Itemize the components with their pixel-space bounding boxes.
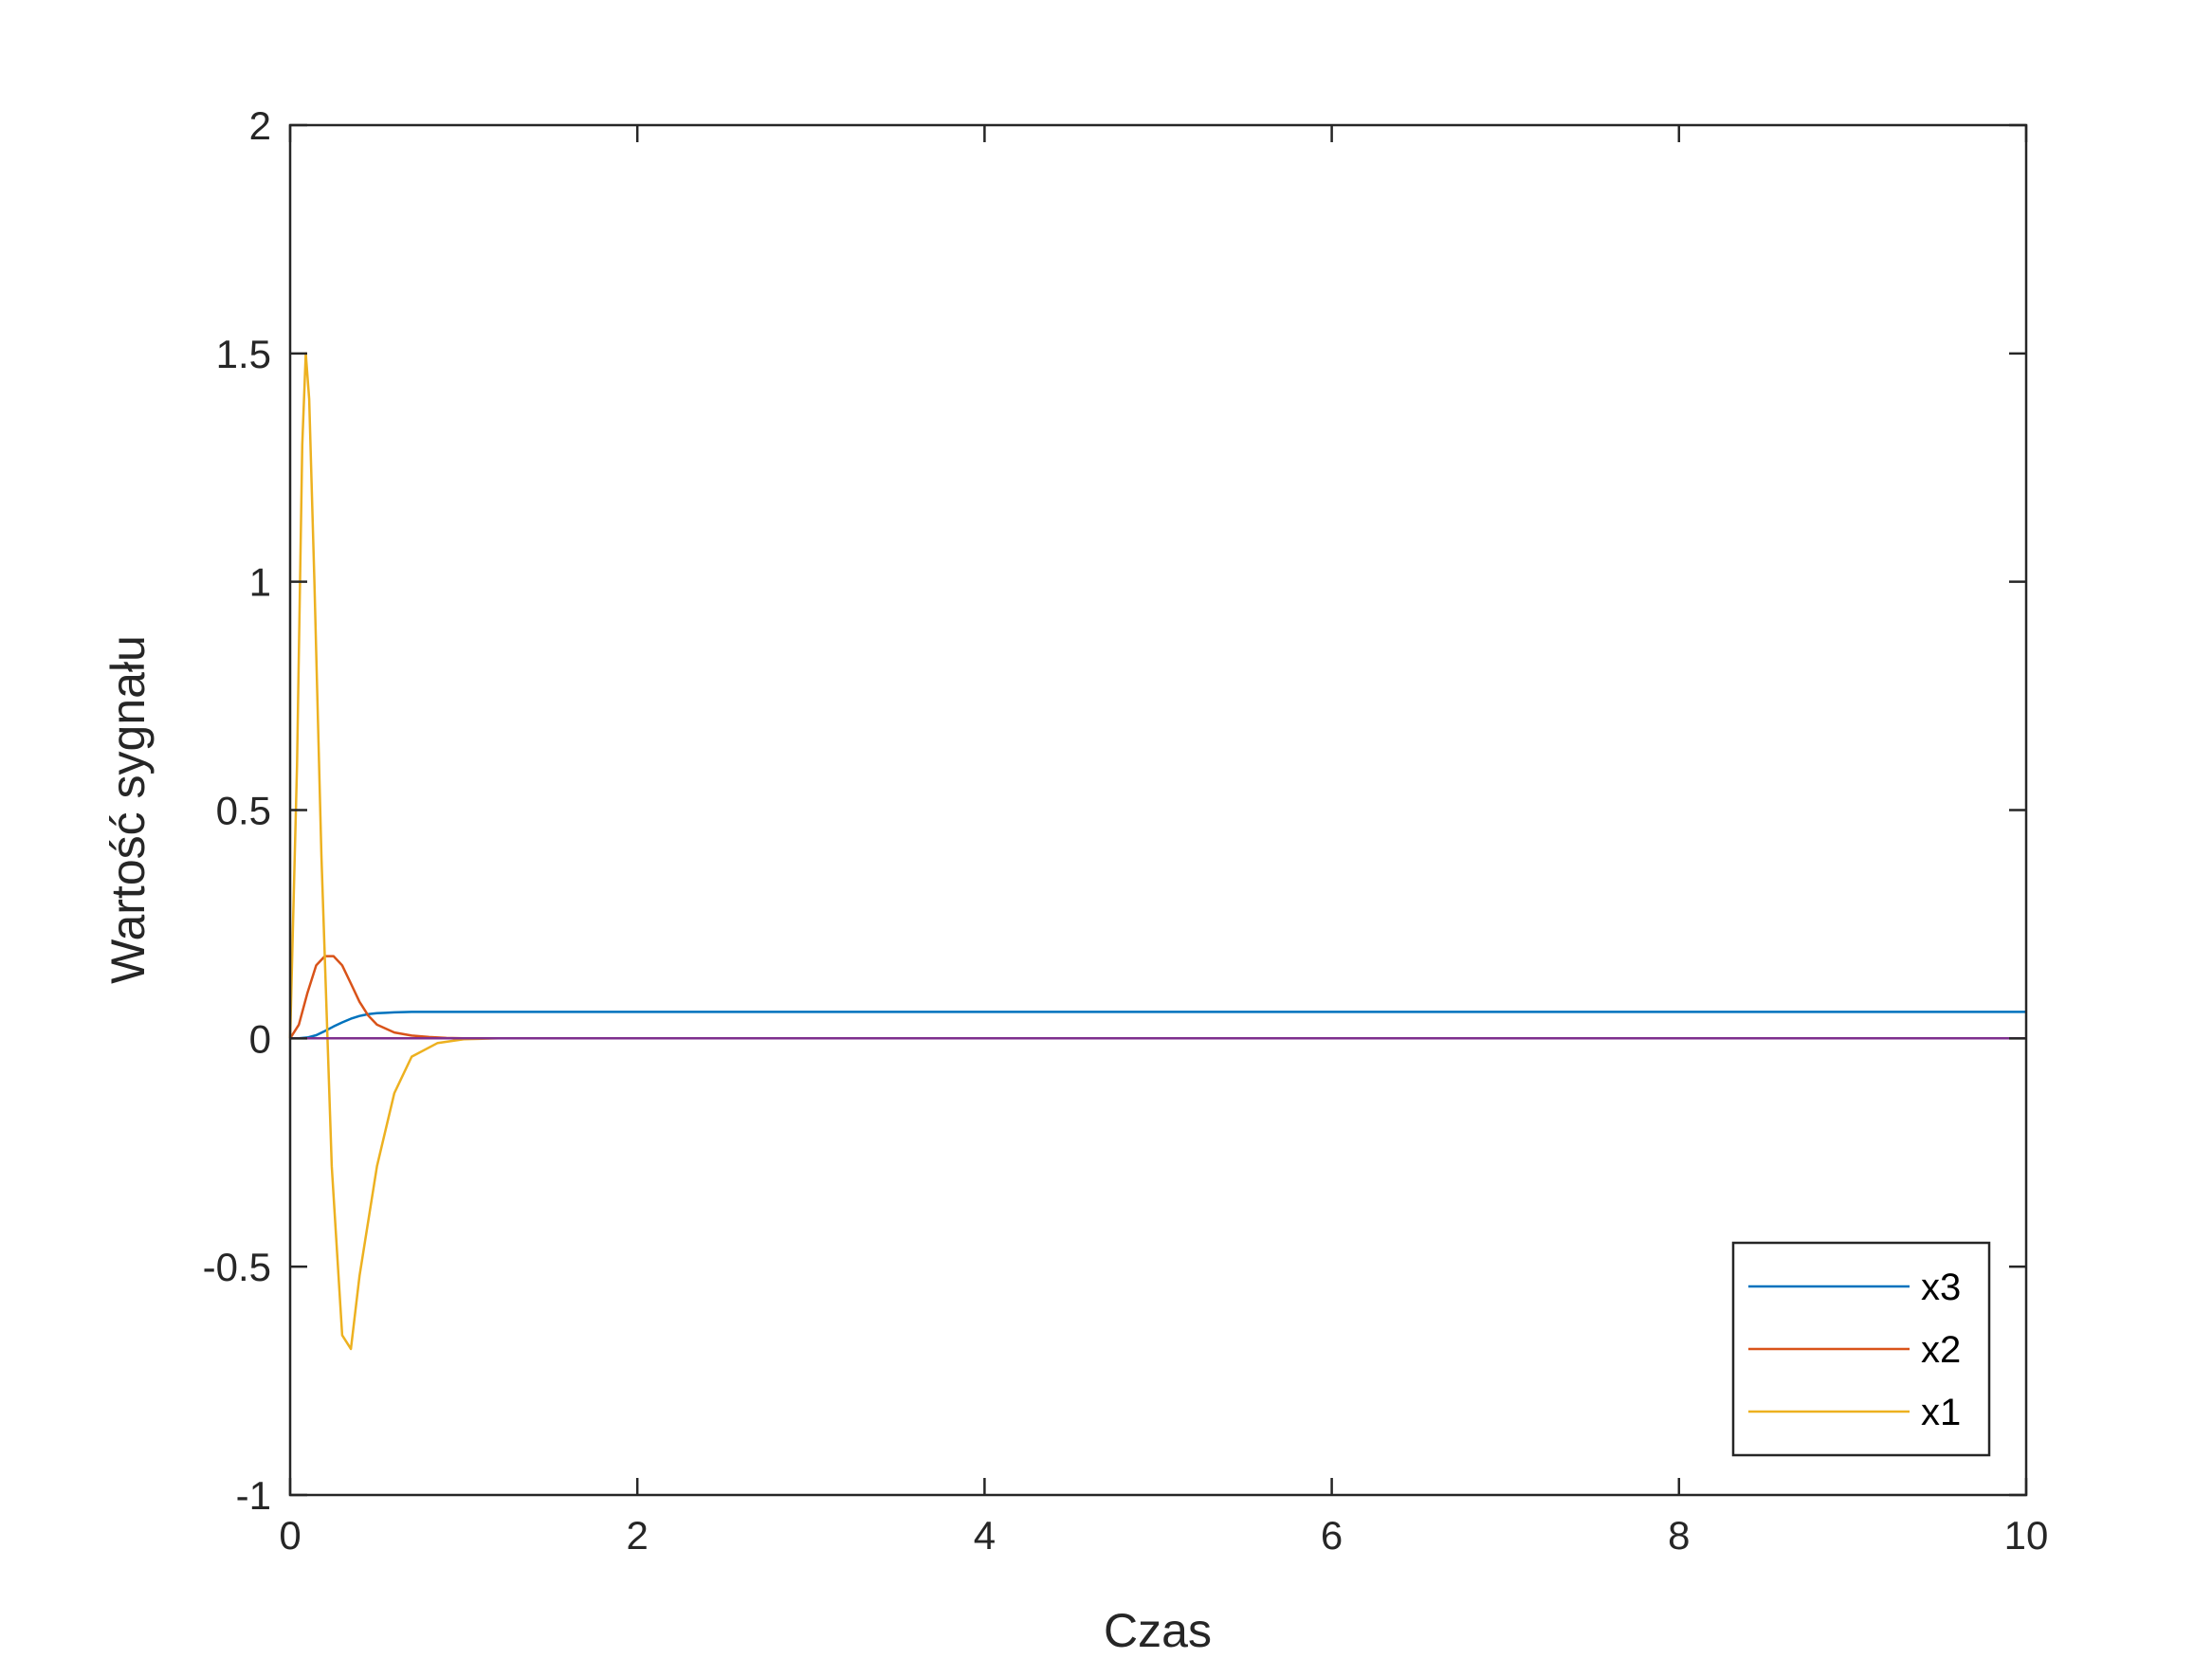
legend: x3 x2 x1 [1731,1241,1991,1457]
x-tick-label: 4 [974,1513,996,1558]
x-tick-label: 0 [279,1513,301,1558]
x-tick-label: 6 [1321,1513,1343,1558]
series-layer [288,352,2026,1351]
legend-label-x2: x2 [1921,1329,1961,1371]
legend-label-x3: x3 [1921,1267,1961,1308]
y-tick-label: 1.5 [216,332,271,376]
x-tick-label: 10 [2004,1513,2049,1558]
x-axis-title: Czas [1104,1604,1212,1657]
y-tick-label: -0.5 [203,1245,271,1289]
y-tick-label: 0.5 [216,789,271,833]
y-tick-label: 0 [249,1016,271,1061]
y-tick-label: 1 [249,560,271,605]
x-tick-label: 8 [1668,1513,1690,1558]
x-tick-label: 2 [627,1513,649,1558]
axes-layer: 0 2 4 6 8 10 -1 -0.5 0 0.5 1 1.5 2 [203,103,2049,1558]
y-tick-label: 2 [249,103,271,148]
series-line-x3 [290,1011,2026,1040]
y-tick-label: -1 [236,1473,271,1518]
y-axis-title: Wartość sygnału [101,635,155,984]
legend-label-x1: x1 [1921,1392,1961,1433]
